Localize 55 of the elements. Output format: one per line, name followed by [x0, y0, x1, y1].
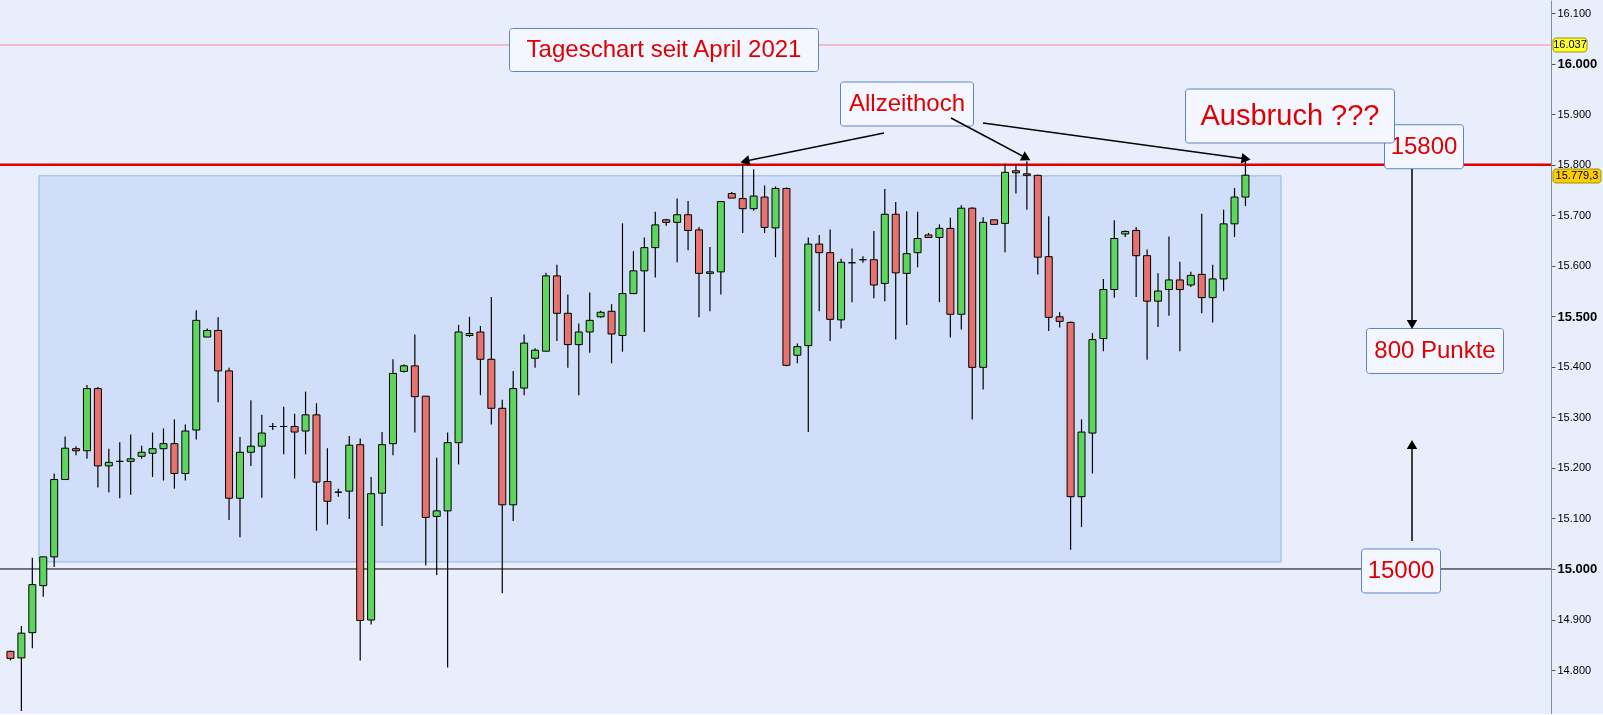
- annotation: Allzeithoch: [848, 89, 966, 116]
- candlestick: [607, 303, 616, 364]
- candlestick: [1197, 213, 1206, 314]
- candlestick: [159, 427, 168, 482]
- candlestick: [684, 200, 693, 251]
- y-tick-label: 15.800: [1557, 158, 1592, 171]
- ref-line-label: 15000: [1367, 555, 1435, 583]
- candlestick: [673, 197, 682, 263]
- candlestick: [705, 246, 714, 312]
- y-tick-label: 15.100: [1557, 511, 1592, 524]
- candlestick: [1011, 164, 1020, 195]
- ref-line-label: 15800: [1390, 131, 1458, 159]
- y-tick-label: 15.200: [1557, 461, 1592, 474]
- candlestick: [640, 236, 649, 333]
- candlestick: [935, 223, 944, 303]
- y-tick-label: 15.500: [1557, 308, 1598, 324]
- candlestick: [301, 391, 310, 455]
- candlestick: [104, 448, 113, 493]
- y-tick-label: 15.300: [1557, 410, 1592, 423]
- y-tick-label: 16.000: [1557, 56, 1598, 72]
- y-tick-label: 16.100: [1557, 6, 1592, 19]
- candlestick: [1164, 235, 1173, 317]
- candlestick: [574, 322, 583, 396]
- candlestick: [815, 234, 824, 312]
- y-tick-label: 15.400: [1557, 360, 1592, 373]
- y-tick-label: 15.700: [1557, 208, 1592, 221]
- y-tick-label: 15.600: [1557, 259, 1592, 272]
- candlestick: [246, 399, 255, 467]
- text: Tageschart seit April 2021: [526, 35, 802, 62]
- y-tick-label: 14.800: [1557, 663, 1592, 676]
- y-tick-label: 15.000: [1557, 561, 1598, 577]
- candlestick: [651, 211, 660, 279]
- candlestick: [465, 316, 474, 338]
- ref-line-label: 16.037: [1553, 37, 1587, 50]
- candlestick: [913, 211, 922, 268]
- text: 15.779,3: [1555, 169, 1599, 181]
- candlestick: [290, 413, 299, 480]
- annotation: Ausbruch ???: [1200, 99, 1380, 131]
- candlestick: [148, 431, 157, 478]
- candlestick: [1175, 261, 1184, 352]
- annotation: 800 Punkte: [1374, 336, 1496, 363]
- y-tick-label: 15.900: [1557, 107, 1592, 120]
- y-tick-label: 14.900: [1557, 613, 1592, 626]
- candlestick: [72, 445, 81, 456]
- candlestick: [126, 433, 135, 496]
- candlestick: [1208, 264, 1217, 323]
- candlestick: [902, 210, 911, 326]
- candlestick: [629, 250, 638, 295]
- candlestick: [257, 414, 266, 499]
- candlestick: [1154, 272, 1163, 328]
- candlestick: [531, 347, 540, 369]
- candlestick: [793, 343, 802, 364]
- candlestick: [323, 447, 332, 526]
- candlestick: [585, 291, 594, 354]
- candlestick: [749, 168, 758, 212]
